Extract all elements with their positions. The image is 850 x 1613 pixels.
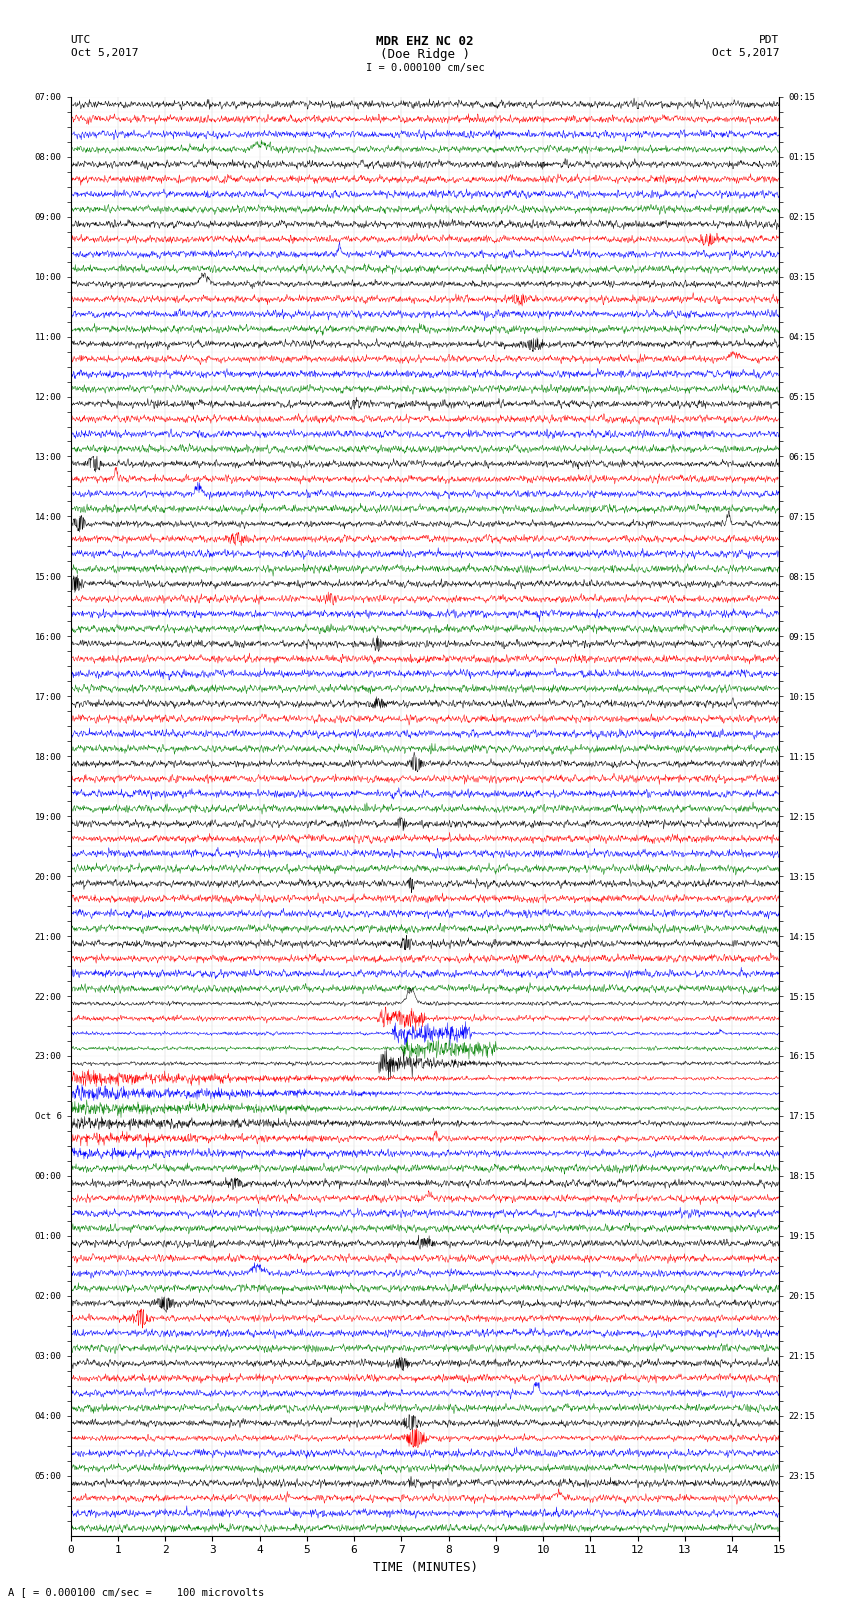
Text: I = 0.000100 cm/sec: I = 0.000100 cm/sec <box>366 63 484 73</box>
Text: Oct 5,2017: Oct 5,2017 <box>71 48 138 58</box>
Text: PDT: PDT <box>759 35 779 45</box>
Text: A [ = 0.000100 cm/sec =    100 microvolts: A [ = 0.000100 cm/sec = 100 microvolts <box>8 1587 264 1597</box>
Text: Oct 5,2017: Oct 5,2017 <box>712 48 779 58</box>
X-axis label: TIME (MINUTES): TIME (MINUTES) <box>372 1561 478 1574</box>
Text: UTC: UTC <box>71 35 91 45</box>
Text: MDR EHZ NC 02: MDR EHZ NC 02 <box>377 35 473 48</box>
Text: (Doe Ridge ): (Doe Ridge ) <box>380 48 470 61</box>
